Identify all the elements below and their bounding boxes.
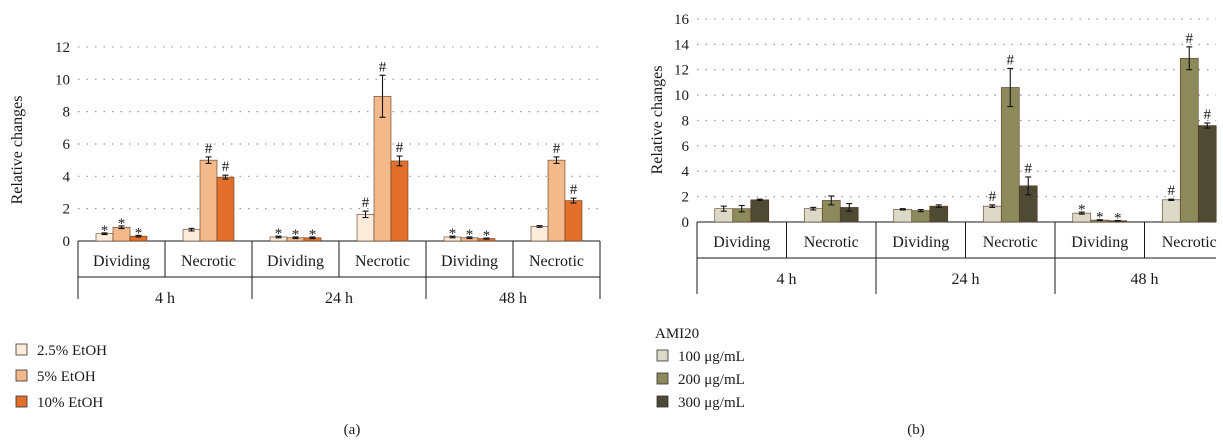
y-tick-label: 10 (55, 72, 70, 88)
y-tick-label: 4 (682, 164, 690, 180)
significance-mark: # (989, 189, 997, 205)
y-tick-label: 2 (63, 202, 71, 218)
significance-mark: # (222, 159, 230, 175)
bar (1179, 57, 1199, 223)
category-label: Dividing (441, 253, 498, 270)
category-label: Necrotic (804, 234, 859, 251)
legend-swatch (15, 395, 28, 408)
significance-mark: # (362, 195, 370, 211)
legend-swatch (656, 349, 669, 362)
y-axis-title: Relative changes (9, 96, 26, 205)
category-label: Dividing (713, 234, 770, 251)
legend-label: 300 μg/mL (678, 395, 745, 411)
legend-label: 100 μg/mL (678, 349, 745, 365)
time-group-label: 24 h (325, 290, 353, 307)
bar (564, 200, 583, 242)
bar (750, 199, 770, 223)
significance-mark: * (118, 216, 126, 232)
significance-mark: * (1096, 210, 1104, 226)
bar (1000, 87, 1020, 223)
category-label: Necrotic (529, 253, 584, 270)
panel-b: 0 2 4 6 8 10 12 14 16 Relative changes # # # * * * # # # Di… (649, 12, 1217, 438)
significance-mark: * (275, 226, 283, 242)
significance-mark: # (553, 141, 561, 157)
significance-mark: # (1025, 161, 1033, 177)
significance-mark: # (1168, 183, 1176, 199)
bar (547, 159, 566, 242)
y-tick-label: 8 (682, 113, 690, 129)
significance-mark: # (1186, 31, 1194, 47)
time-group-label: 4 h (777, 271, 797, 288)
category-label: Dividing (1071, 234, 1128, 251)
legend-label: 2.5% EtOH (37, 343, 107, 359)
significance-mark: # (205, 141, 213, 157)
time-group-label: 4 h (155, 290, 175, 307)
category-label: Necrotic (983, 234, 1038, 251)
y-axis-title: Relative changes (649, 66, 666, 175)
legend-label: 5% EtOH (37, 369, 96, 385)
y-tick-label: 2 (682, 190, 690, 206)
bar (216, 176, 235, 242)
y-tick-label: 16 (674, 12, 690, 28)
legend-label: 10% EtOH (37, 395, 103, 411)
bar (1197, 125, 1217, 223)
significance-mark: # (1007, 52, 1015, 68)
bar (893, 209, 913, 223)
y-tick-label: 12 (674, 63, 689, 79)
bar (356, 214, 375, 242)
y-tick-label: 6 (682, 139, 690, 155)
significance-mark: * (483, 228, 491, 244)
legend-swatch (15, 343, 28, 356)
category-label: Dividing (267, 253, 324, 270)
bar (390, 160, 409, 242)
legend-label: 200 μg/mL (678, 372, 745, 388)
bar (911, 210, 931, 223)
bar (199, 159, 218, 242)
legend-swatch (656, 372, 669, 385)
y-tick-label: 4 (63, 169, 71, 185)
significance-mark: * (1114, 210, 1122, 226)
bar (1161, 199, 1181, 223)
significance-mark: * (449, 226, 457, 242)
panel-a: 0 2 4 6 8 10 12 Relative changes * * * # # * * * # # # * * * #… (9, 40, 601, 438)
bar (373, 95, 392, 242)
significance-mark: * (309, 227, 317, 243)
significance-mark: * (1078, 202, 1086, 218)
bar (803, 208, 823, 223)
legend-swatch (15, 369, 28, 382)
panel-label: (b) (907, 422, 925, 438)
y-tick-label: 10 (674, 88, 689, 104)
significance-mark: * (292, 227, 300, 243)
bar (929, 205, 949, 223)
y-tick-label: 14 (674, 37, 690, 53)
significance-mark: * (135, 225, 143, 241)
time-group-label: 48 h (499, 290, 527, 307)
panel-label: (a) (344, 422, 361, 438)
bar (530, 226, 549, 242)
time-group-label: 24 h (952, 271, 980, 288)
y-tick-label: 0 (63, 234, 71, 250)
significance-mark: * (101, 223, 109, 239)
category-label: Dividing (93, 253, 150, 270)
time-group-label: 48 h (1131, 271, 1159, 288)
significance-mark: * (466, 227, 474, 243)
category-label: Necrotic (355, 253, 410, 270)
significance-mark: # (1204, 107, 1212, 123)
significance-mark: # (396, 140, 404, 156)
y-tick-label: 0 (682, 215, 690, 231)
category-label: Dividing (892, 234, 949, 251)
y-tick-label: 12 (55, 40, 70, 56)
bar (982, 205, 1002, 223)
category-label: Necrotic (1162, 234, 1217, 251)
significance-mark: # (379, 59, 387, 75)
y-tick-label: 8 (63, 105, 71, 121)
category-label: Necrotic (181, 253, 236, 270)
y-tick-label: 6 (63, 137, 71, 153)
legend-title: AMI20 (655, 326, 699, 342)
significance-mark: # (570, 182, 578, 198)
legend-swatch (656, 395, 669, 408)
